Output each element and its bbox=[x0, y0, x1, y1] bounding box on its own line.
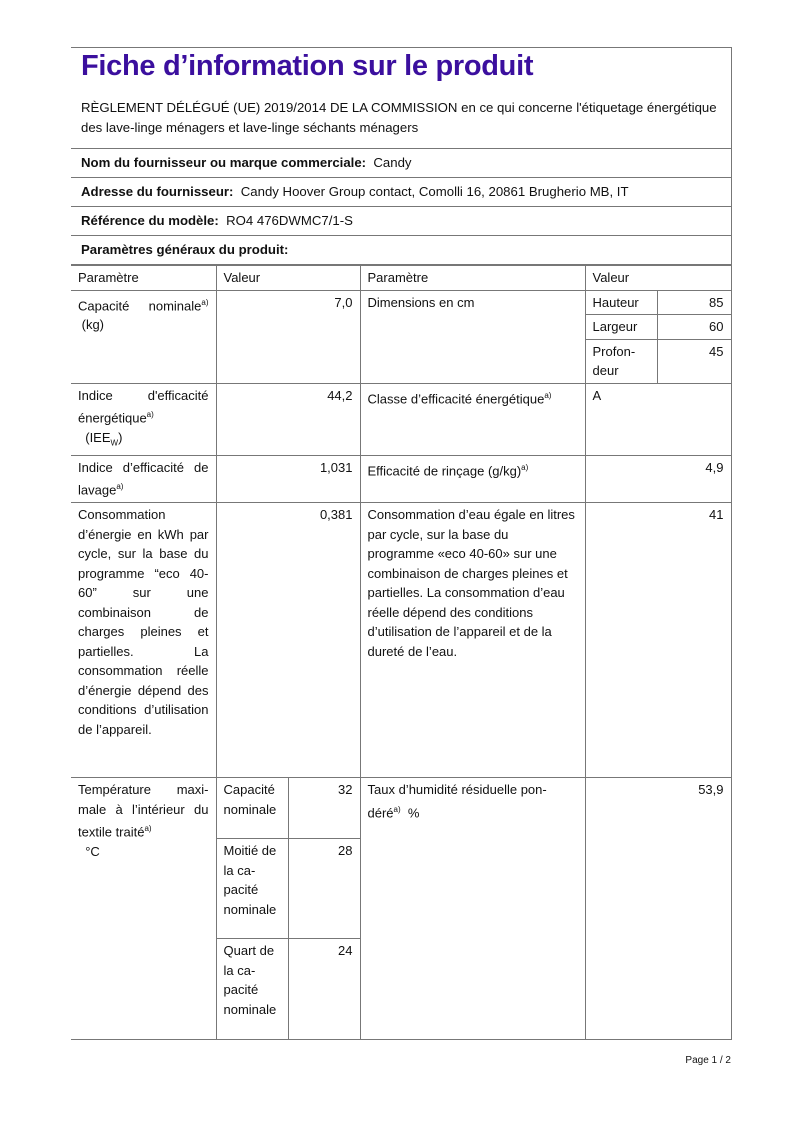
capacity-value: 7,0 bbox=[215, 289, 361, 384]
depth-label: Profon­deur bbox=[585, 338, 658, 384]
capacity-label: Capacité nomina­lea) (kg) bbox=[71, 289, 217, 384]
supplier-label: Nom du fournisseur ou marque commerciale… bbox=[81, 155, 367, 170]
temp-quarter-value: 24 bbox=[287, 938, 361, 1041]
address-line: Adresse du fournisseur: Candy Hoover Gro… bbox=[71, 178, 731, 207]
energy-label: Consommation d’énergie en kWh par cycle,… bbox=[71, 502, 217, 779]
temp-quarter-label: Quart de la ca­pacité nomi­nale bbox=[216, 938, 289, 1041]
table-row: Largeur 60 bbox=[71, 314, 732, 340]
rinsing-value: 4,9 bbox=[584, 454, 732, 504]
page-title: Fiche d’information sur le produit bbox=[81, 50, 534, 82]
water-value: 41 bbox=[584, 502, 732, 779]
width-value: 60 bbox=[656, 314, 732, 340]
temperature-label: Température maxi­male à l’intérieur du t… bbox=[71, 777, 217, 1041]
moisture-label: Taux d’humidité résiduelle pon­déréa) % bbox=[359, 777, 586, 1041]
header-value2: Valeur bbox=[584, 265, 732, 291]
height-value: 85 bbox=[656, 289, 732, 315]
table-row: Température maxi­male à l’intérieur du t… bbox=[71, 777, 732, 1041]
model-line: Référence du modèle: RO4 476DWMC7/1-S bbox=[71, 207, 731, 236]
eei-label: Indice d'efficaci­té énergétiquea) (IEEW… bbox=[71, 382, 217, 456]
washing-value: 1,031 bbox=[215, 454, 361, 504]
supplier-line: Nom du fournisseur ou marque commerciale… bbox=[71, 149, 731, 178]
table-row: Indice d'efficaci­té énergétiquea) (IEEW… bbox=[71, 382, 732, 456]
header-value1: Valeur bbox=[215, 265, 361, 291]
temp-full-label: Capaci­té nomi­nale bbox=[215, 777, 289, 840]
water-label: Consommation d’eau égale en litres par c… bbox=[359, 502, 586, 779]
table-row: Capacité nomina­lea) (kg) 7,0 Dimensions… bbox=[71, 289, 732, 384]
eei-value: 44,2 bbox=[215, 382, 361, 456]
parameters-table: Paramètre Valeur Paramètre Valeur Capaci… bbox=[71, 265, 732, 1041]
energy-value: 0,381 bbox=[215, 502, 361, 779]
table-row: Moitié de la ca­pacité nomi­nale 28 bbox=[71, 838, 731, 940]
height-label: Hauteur bbox=[584, 289, 658, 315]
depth-value: 45 bbox=[656, 338, 732, 384]
width-label: Largeur bbox=[585, 314, 658, 340]
table-row: Quart de la ca­pacité nomi­nale 24 bbox=[71, 938, 731, 1041]
header-param2: Paramètre bbox=[359, 265, 586, 291]
energy-class-label: Classe d’efficacité énergétiquea) bbox=[359, 382, 586, 456]
energy-class-value: A bbox=[584, 382, 732, 456]
washing-label: Indice d’efficacité de lavagea) bbox=[71, 454, 217, 504]
page-number: Page 1 / 2 bbox=[685, 1055, 731, 1066]
address-label: Adresse du fournisseur: bbox=[81, 184, 234, 199]
section-line: Paramètres généraux du produit: bbox=[71, 236, 731, 265]
rinsing-label: Efficacité de rinçage (g/kg)a) bbox=[359, 454, 586, 504]
temp-half-value: 28 bbox=[287, 838, 361, 940]
temp-full-value: 32 bbox=[287, 777, 361, 840]
temp-half-label: Moitié de la ca­pacité nomi­nale bbox=[216, 838, 289, 940]
regulation-text: RÈGLEMENT DÉLÉGUÉ (UE) 2019/2014 DE LA C… bbox=[71, 90, 731, 149]
dimensions-label: Dimensions en cm bbox=[359, 289, 586, 384]
model-label: Référence du modèle: bbox=[81, 213, 219, 228]
supplier-value: Candy bbox=[373, 155, 412, 170]
section-title: Paramètres généraux du produit: bbox=[81, 242, 289, 257]
table-row: Consommation d’énergie en kWh par cycle,… bbox=[71, 502, 732, 779]
address-value: Candy Hoover Group contact, Comolli 16, … bbox=[240, 184, 629, 199]
table-row: Indice d’efficacité de lavagea) 1,031 Ef… bbox=[71, 454, 732, 504]
header-param1: Paramètre bbox=[71, 265, 217, 291]
table-header-row: Paramètre Valeur Paramètre Valeur bbox=[71, 265, 732, 291]
document-header: Fiche d’information sur le produit RÈGLE… bbox=[71, 47, 732, 1041]
moisture-value: 53,9 bbox=[584, 777, 732, 1041]
model-value: RO4 476DWMC7/1-S bbox=[226, 213, 353, 228]
